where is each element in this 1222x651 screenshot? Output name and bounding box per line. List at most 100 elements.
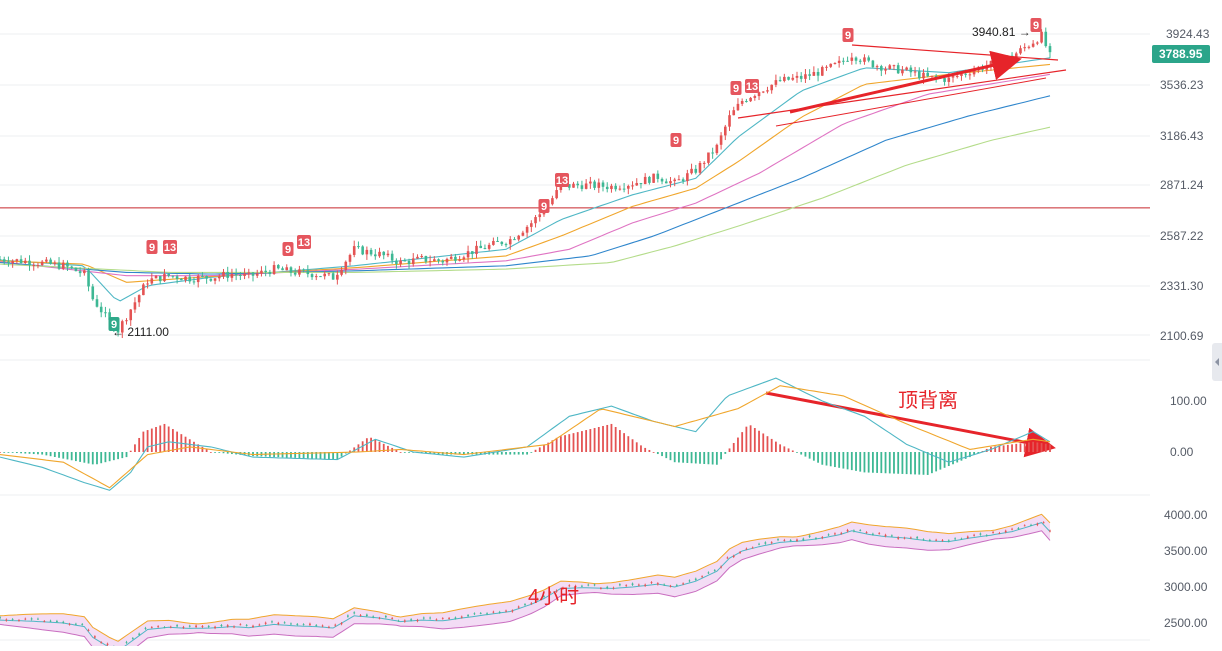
candle-body bbox=[745, 101, 748, 103]
candle-body bbox=[753, 96, 757, 98]
macd-histogram-bar bbox=[568, 434, 571, 452]
macd-tick-label: 100.00 bbox=[1170, 394, 1207, 408]
macd-histogram-bar bbox=[117, 452, 119, 460]
macd-histogram-bar bbox=[121, 452, 124, 459]
candle-body bbox=[525, 226, 529, 233]
candle-body bbox=[774, 80, 778, 85]
candle-body bbox=[293, 272, 297, 275]
candle-body bbox=[205, 275, 208, 279]
candle-body bbox=[424, 255, 428, 262]
macd-histogram-bar bbox=[935, 452, 938, 472]
boll-candle-body bbox=[169, 626, 172, 628]
macd-histogram-bar bbox=[37, 452, 39, 455]
candle-body bbox=[618, 188, 622, 190]
macd-histogram-bar bbox=[79, 452, 82, 462]
candle-body bbox=[314, 276, 318, 278]
macd-histogram-bar bbox=[129, 450, 132, 452]
candle-body bbox=[403, 260, 407, 262]
boll-candle-body bbox=[834, 533, 836, 535]
candle-body bbox=[934, 75, 938, 78]
macd-histogram-bar bbox=[290, 452, 292, 458]
boll-candle-body bbox=[517, 606, 520, 608]
candle-body bbox=[175, 276, 179, 279]
candle-body bbox=[707, 152, 710, 163]
boll-candle-body bbox=[271, 621, 273, 623]
candle-body bbox=[382, 251, 386, 256]
macd-panel bbox=[0, 377, 1051, 491]
macd-histogram-bar bbox=[947, 452, 950, 467]
candle-body bbox=[635, 183, 639, 186]
macd-histogram-bar bbox=[678, 452, 680, 463]
macd-histogram-bar bbox=[41, 452, 44, 455]
boll-candle-body bbox=[606, 586, 609, 589]
macd-histogram-bar bbox=[745, 426, 748, 452]
macd-histogram-bar bbox=[53, 452, 56, 457]
main-tick-label: 2871.24 bbox=[1160, 178, 1204, 192]
macd-histogram-bar bbox=[741, 432, 744, 452]
candle-body bbox=[163, 273, 166, 282]
boll-candle-body bbox=[372, 616, 375, 618]
macd-histogram-bar bbox=[846, 452, 849, 470]
candle-body bbox=[196, 275, 200, 283]
macd-histogram-bar bbox=[252, 452, 254, 457]
boll-candle-body bbox=[346, 615, 349, 617]
candle-body bbox=[120, 321, 124, 333]
macd-histogram-bar bbox=[1049, 444, 1051, 452]
boll-candle-body bbox=[511, 610, 514, 612]
candle-body bbox=[83, 270, 86, 274]
boll-candle-body bbox=[68, 623, 71, 625]
moving-average-lines bbox=[0, 57, 1051, 302]
td-marker-box bbox=[108, 317, 120, 331]
panel-resize-handle[interactable] bbox=[1212, 343, 1222, 381]
candle-body bbox=[53, 262, 57, 264]
macd-histogram-bar bbox=[104, 452, 107, 463]
macd-histogram-bar bbox=[597, 427, 600, 452]
macd-histogram-bar bbox=[749, 425, 752, 452]
macd-histogram-bar bbox=[378, 441, 381, 452]
candle-body bbox=[504, 244, 508, 246]
boll-candle-body bbox=[966, 536, 969, 538]
candle-body bbox=[825, 66, 828, 68]
boll-candle-body bbox=[928, 539, 931, 541]
boll-candle-body bbox=[707, 572, 710, 574]
candle-body bbox=[344, 261, 348, 271]
macd-histogram-bar bbox=[534, 449, 537, 452]
boll-candle-body bbox=[631, 583, 634, 585]
macd-histogram-bar bbox=[1011, 444, 1013, 452]
candle-body bbox=[846, 60, 849, 62]
macd-histogram-bar bbox=[732, 442, 735, 452]
td-marker-box bbox=[745, 79, 759, 93]
boll-candle-body bbox=[309, 623, 311, 625]
moving-average-line bbox=[0, 73, 1051, 277]
macd-histogram-bar bbox=[403, 452, 406, 453]
macd-histogram-bar bbox=[779, 444, 782, 452]
candle-body bbox=[614, 185, 617, 190]
macd-histogram-bar bbox=[589, 429, 592, 452]
candle-body bbox=[272, 265, 276, 275]
boll-candle-body bbox=[11, 619, 14, 620]
boll-candle-body bbox=[543, 596, 545, 598]
boll-candle-body bbox=[479, 613, 482, 614]
candle-body bbox=[78, 271, 82, 274]
macd-histogram-bar bbox=[66, 452, 69, 460]
macd-histogram-bar bbox=[998, 445, 1001, 452]
boll-candle-body bbox=[334, 624, 337, 626]
boll-candle-body bbox=[18, 620, 20, 622]
boll-candle-body bbox=[1017, 528, 1020, 529]
boll-candle-body bbox=[290, 623, 292, 625]
macd-histogram-bar bbox=[909, 452, 912, 475]
boll-candle-body bbox=[359, 615, 362, 616]
boll-candle-body bbox=[188, 625, 191, 627]
candle-body bbox=[1031, 43, 1035, 47]
td-marker-box bbox=[555, 173, 569, 187]
boll-tick-label: 2500.00 bbox=[1164, 616, 1208, 630]
candle-body bbox=[555, 190, 558, 199]
macd-histogram-bar bbox=[893, 452, 895, 474]
current-price-tag bbox=[1152, 45, 1210, 63]
candle-body bbox=[627, 186, 630, 189]
bollinger-panel bbox=[0, 513, 1051, 651]
macd-histogram-bar bbox=[91, 452, 94, 465]
main-tick-label: 3186.43 bbox=[1160, 129, 1204, 143]
